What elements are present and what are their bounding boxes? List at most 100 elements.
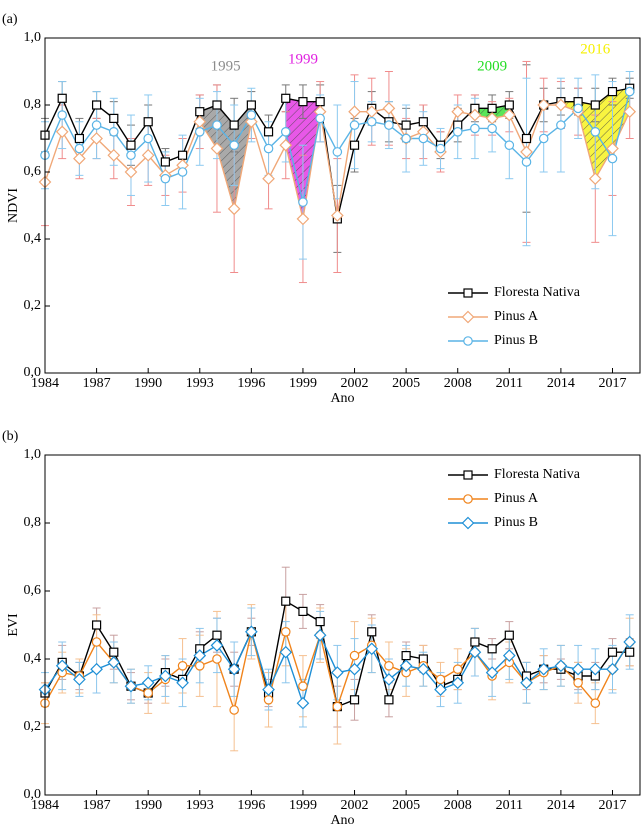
marker-diamond xyxy=(90,132,103,145)
marker-diamond xyxy=(537,662,551,676)
marker-circle xyxy=(177,167,188,177)
x-tick-label: 1999 xyxy=(289,376,317,391)
marker-circle xyxy=(538,133,549,144)
x-tick-label: 1993 xyxy=(186,798,214,813)
marker-diamond xyxy=(330,209,344,222)
marker-circle xyxy=(263,694,274,705)
marker-square xyxy=(315,97,325,107)
marker-square xyxy=(521,133,532,144)
x-tick-label: 1987 xyxy=(83,798,111,813)
annotation-label: 2009 xyxy=(477,58,507,74)
marker-diamond xyxy=(451,676,465,690)
marker-circle xyxy=(212,120,222,130)
marker-diamond xyxy=(141,148,155,162)
x-tick-label: 1999 xyxy=(289,798,317,813)
marker-square xyxy=(298,606,308,617)
marker-diamond xyxy=(124,679,138,693)
marker-square xyxy=(281,596,291,606)
x-tick-label: 1990 xyxy=(134,798,162,813)
legend-marker xyxy=(463,470,473,480)
marker-diamond xyxy=(245,115,258,129)
marker-circle xyxy=(229,705,239,715)
marker-square xyxy=(367,627,377,637)
marker-circle xyxy=(504,140,515,150)
x-tick-label: 1996 xyxy=(237,798,265,813)
marker-circle xyxy=(315,113,325,124)
marker-diamond xyxy=(279,138,293,152)
legend-marker xyxy=(463,336,473,346)
x-tick-label: 2014 xyxy=(547,798,575,813)
marker-square xyxy=(504,630,514,640)
marker-diamond xyxy=(227,202,241,216)
marker-circle xyxy=(280,626,291,637)
marker-diamond xyxy=(313,628,327,642)
marker-diamond xyxy=(382,673,396,686)
marker-circle xyxy=(263,143,274,154)
x-tick-label: 1984 xyxy=(31,798,59,813)
y-tick-label: 0,0 xyxy=(24,787,42,802)
marker-circle xyxy=(177,660,188,671)
marker-square xyxy=(487,103,497,113)
x-tick-label: 2011 xyxy=(496,376,523,391)
y-tick-label: 0,4 xyxy=(24,231,42,246)
marker-diamond xyxy=(606,662,619,676)
marker-diamond xyxy=(296,696,310,710)
marker-square xyxy=(177,150,188,160)
marker-diamond xyxy=(73,152,86,165)
marker-square xyxy=(91,620,102,630)
legend-marker xyxy=(463,494,473,504)
legend-marker xyxy=(461,310,475,324)
marker-circle xyxy=(74,143,85,154)
y-tick-label: 0,6 xyxy=(24,164,42,179)
highlight-hatch xyxy=(199,105,252,209)
marker-square xyxy=(160,157,170,167)
panel-label: (a) xyxy=(2,12,18,27)
marker-square xyxy=(143,117,153,127)
panel-label: (b) xyxy=(2,429,19,444)
marker-circle xyxy=(590,127,601,137)
marker-square xyxy=(298,97,308,107)
marker-square xyxy=(607,647,618,657)
marker-square xyxy=(212,630,222,640)
marker-circle xyxy=(590,698,601,708)
plot-frame xyxy=(44,37,641,374)
marker-square xyxy=(590,100,600,110)
marker-circle xyxy=(573,103,583,114)
marker-square xyxy=(263,127,274,137)
marker-square xyxy=(195,107,205,117)
marker-diamond xyxy=(176,676,189,690)
marker-diamond xyxy=(399,659,413,673)
legend-label: Pinus A xyxy=(494,309,539,324)
marker-circle xyxy=(384,660,394,671)
marker-circle xyxy=(332,701,343,712)
legend-label: Pinus A xyxy=(494,491,539,506)
x-tick-label: 2002 xyxy=(341,798,369,813)
y-tick-label: 0,8 xyxy=(24,515,42,530)
marker-square xyxy=(418,117,428,127)
marker-diamond xyxy=(623,105,637,119)
marker-circle xyxy=(332,147,343,157)
y-axis-label: EVI xyxy=(6,613,21,637)
marker-square xyxy=(246,100,256,110)
marker-square xyxy=(91,100,102,110)
x-tick-label: 2002 xyxy=(341,376,369,391)
marker-square xyxy=(504,100,514,110)
marker-circle xyxy=(108,127,119,137)
x-tick-label: 2014 xyxy=(547,376,575,391)
marker-circle xyxy=(298,197,308,207)
x-tick-label: 1993 xyxy=(186,376,214,391)
legend-label: Pinus B xyxy=(494,333,538,348)
annotation-label: 1995 xyxy=(211,58,241,74)
marker-circle xyxy=(521,157,532,167)
marker-square xyxy=(349,695,360,705)
marker-diamond xyxy=(468,108,482,122)
marker-diamond xyxy=(107,656,121,669)
marker-square xyxy=(212,100,222,110)
x-tick-label: 1984 xyxy=(31,376,59,391)
marker-diamond xyxy=(262,683,275,696)
x-tick-label: 2017 xyxy=(598,376,626,391)
marker-diamond xyxy=(227,662,241,676)
marker-square xyxy=(349,140,360,150)
x-tick-label: 2008 xyxy=(444,376,472,391)
marker-diamond xyxy=(468,645,482,659)
